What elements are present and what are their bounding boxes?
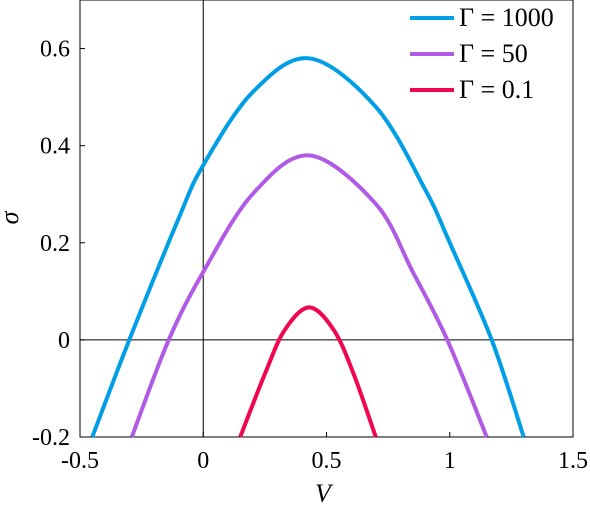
series-line-1 <box>90 56 526 438</box>
series-line-3 <box>238 305 378 438</box>
y-tick-label: 0.2 <box>40 231 70 257</box>
y-tick-label: 0 <box>58 328 70 354</box>
y-tick-label: 0.6 <box>40 37 70 63</box>
y-tick-label: -0.2 <box>32 425 70 451</box>
legend-label-3: Γ = 0.1 <box>459 75 534 104</box>
y-axis-label: σ <box>0 210 24 224</box>
x-tick-label: 1.5 <box>558 448 588 474</box>
x-tick-label: 0.5 <box>312 448 342 474</box>
y-tick-label: 0.4 <box>40 134 70 160</box>
x-tick-label: 0 <box>197 448 209 474</box>
legend-label-2: Γ = 50 <box>459 39 528 68</box>
ticks: -0.5 0 0.5 1 1.5 -0.2 0 0.2 0.4 0.6 <box>32 37 588 474</box>
legend: Γ = 1000 Γ = 50 Γ = 0.1 <box>410 3 554 104</box>
series-line-2 <box>129 153 489 438</box>
x-axis-label: V <box>315 479 334 505</box>
series-group <box>90 56 526 438</box>
x-tick-label: 1 <box>444 448 456 474</box>
x-tick-label: -0.5 <box>61 448 99 474</box>
legend-label-1: Γ = 1000 <box>459 3 554 32</box>
